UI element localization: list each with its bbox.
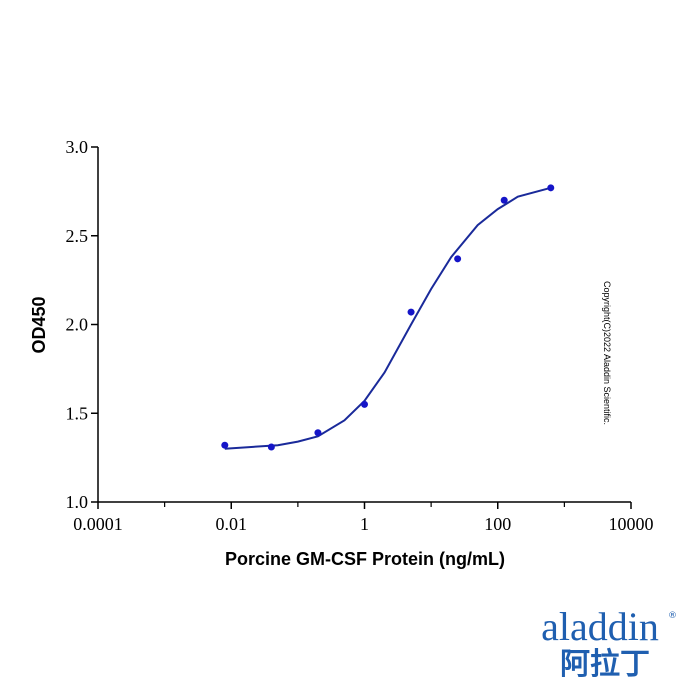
logo-mark: ® <box>668 611 677 621</box>
y-tick-label: 2.5 <box>66 226 89 246</box>
y-tick-label: 1.0 <box>66 492 89 512</box>
data-point <box>314 429 322 437</box>
y-axis-label: OD450 <box>29 296 49 353</box>
data-point <box>361 400 368 408</box>
data-point <box>221 441 229 449</box>
logo-subtext: 阿拉丁 <box>560 647 650 682</box>
x-tick-label: 0.0001 <box>73 514 123 534</box>
data-point <box>267 443 275 451</box>
y-tick-label: 2.0 <box>66 315 89 335</box>
logo: aladdin <box>541 604 659 649</box>
data-point <box>547 184 555 192</box>
x-tick-label: 10000 <box>609 514 654 534</box>
data-point <box>500 196 508 204</box>
x-axis-label: Porcine GM-CSF Protein (ng/mL) <box>225 549 505 569</box>
data-point <box>454 255 462 263</box>
copyright: Copyright(C)2022 Aladdin Scientific. <box>602 281 612 425</box>
y-tick-label: 1.5 <box>66 403 89 423</box>
y-tick-label: 3.0 <box>66 137 89 157</box>
data-point <box>407 308 415 316</box>
fit-curve <box>224 186 552 450</box>
x-tick-label: 0.01 <box>216 514 248 534</box>
x-tick-label: 1 <box>360 514 369 534</box>
x-tick-label: 100 <box>484 514 511 534</box>
